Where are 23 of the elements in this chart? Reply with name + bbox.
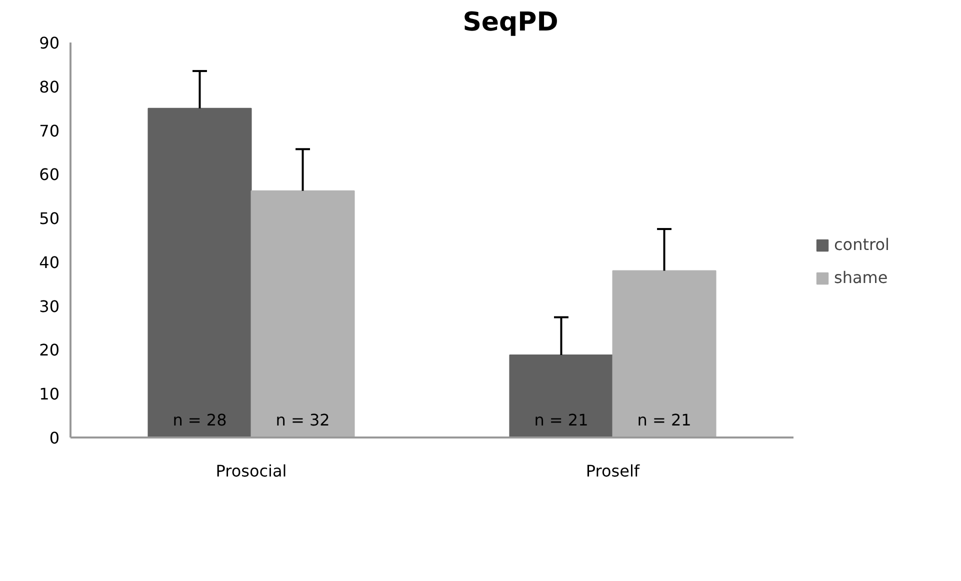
bar <box>250 190 355 438</box>
legend-label: shame <box>834 268 888 287</box>
bar <box>148 108 252 438</box>
y-tick-label: 0 <box>49 428 60 448</box>
y-tick-label: 80 <box>39 77 60 96</box>
annotation: n = 21 <box>534 410 588 430</box>
y-tick-label: 70 <box>39 121 60 140</box>
y-tick-label: 50 <box>39 209 60 228</box>
chart-title: SeqPD <box>462 8 558 38</box>
y-tick-label: 40 <box>39 252 60 272</box>
y-tick-label: 20 <box>39 340 60 360</box>
y-tick-label: 60 <box>39 165 60 184</box>
annotation: n = 32 <box>276 410 330 430</box>
y-tick-label: 30 <box>39 296 60 316</box>
legend-label: control <box>834 235 890 254</box>
x-tick-label: Proself <box>586 462 640 480</box>
bar <box>612 270 716 438</box>
y-tick-label: 10 <box>39 384 60 404</box>
bar <box>509 354 614 438</box>
y-tick-label: 90 <box>39 34 60 52</box>
annotation: n = 28 <box>172 410 227 430</box>
x-tick-label: Prosocial <box>216 462 287 480</box>
annotation: n = 21 <box>637 410 692 430</box>
